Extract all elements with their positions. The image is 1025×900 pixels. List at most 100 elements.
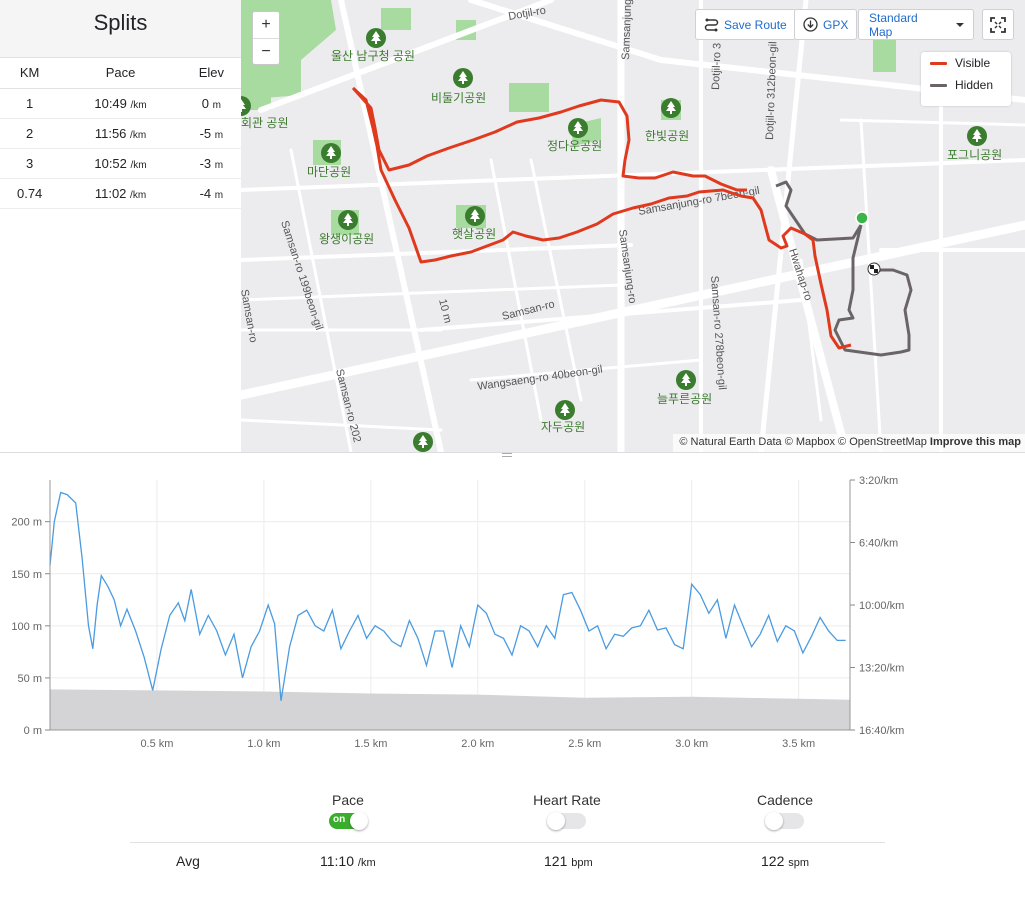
avg-cadence-value: 122 — [761, 853, 785, 869]
map-style-label: Standard Map — [869, 10, 918, 39]
stream-label: Pace — [332, 792, 364, 808]
route-visible-segment — [351, 86, 852, 350]
split-pace-value: 11:56 — [94, 125, 127, 141]
avg-pace-unit: /km — [357, 857, 376, 869]
y-right-tick-label: 13:20/km — [859, 663, 904, 675]
zoom-out-button[interactable]: − — [253, 38, 279, 64]
tree-icon — [555, 400, 575, 420]
split-elev-unit: m — [214, 129, 224, 141]
pace-toggle[interactable]: on — [329, 812, 368, 830]
x-tick-label: 3.0 km — [675, 738, 708, 750]
split-pace-unit: /km — [130, 99, 147, 111]
split-pace: 10:52 /km — [59, 148, 182, 179]
avg-heart-rate-value: 121 — [544, 853, 568, 869]
split-elev: 0 m — [181, 88, 241, 119]
split-pace-unit: /km — [130, 189, 147, 201]
y-right-tick-label: 6:40/km — [859, 538, 898, 550]
legend-swatch-hidden — [930, 83, 947, 87]
gpx-download-button[interactable]: GPX — [794, 9, 858, 40]
splits-header-row: KM Pace Elev — [0, 58, 241, 89]
save-route-label: Save Route — [724, 17, 787, 32]
chart-axes: 0.5 km 1.0 km 1.5 km 2.0 km 2.5 km 3.0 km 3.5 … — [11, 475, 904, 750]
legend-label: Visible — [955, 56, 991, 70]
park-label: 비둘기공원 — [431, 91, 486, 105]
tree-icon — [676, 370, 696, 390]
split-elev-value: -5 — [199, 125, 212, 141]
stream-cadence: Cadence — [715, 792, 855, 830]
download-icon — [803, 17, 818, 32]
park-label: 자두공원 — [541, 420, 585, 434]
finish-flag-icon — [867, 262, 881, 276]
avg-heart-rate-unit: bpm — [571, 857, 593, 869]
pace-elevation-chart[interactable]: 0.5 km 1.0 km 1.5 km 2.0 km 2.5 km 3.0 km 3.5 … — [0, 470, 1025, 755]
x-tick-label: 1.0 km — [247, 738, 280, 750]
route-map[interactable]: Dotjil-ro Samsanjung-ro Dotjil-ro 3 Dotj… — [241, 0, 1025, 452]
split-km: 0.74 — [0, 178, 60, 209]
chevron-down-icon — [956, 22, 965, 27]
split-elev-unit: m — [212, 99, 221, 111]
road-label: Wangsaeng-ro 40beon-gil — [477, 364, 604, 393]
split-row: 3 10:52 /km -3 m — [0, 148, 241, 179]
tree-icon — [413, 432, 433, 452]
x-tick-label: 0.5 km — [140, 738, 173, 750]
split-row: 0.74 11:02 /km -4 m — [0, 178, 241, 209]
split-row: 2 11:56 /km -5 m — [0, 118, 241, 149]
y-right-tick-label: 3:20/km — [859, 475, 898, 487]
split-pace-unit: /km — [130, 159, 147, 171]
split-elev-value: -4 — [199, 185, 212, 201]
averages-row: Avg 11:10 /km 121 bpm 122 spm — [130, 842, 885, 880]
split-km: 3 — [0, 148, 60, 179]
tree-icon — [967, 126, 987, 146]
heart-rate-toggle[interactable] — [547, 812, 586, 830]
park-label: 햇살공원 — [452, 226, 496, 241]
save-route-button[interactable]: Save Route — [695, 9, 796, 40]
stream-toggles: Pace on Heart Rate Cadence Avg 11:10 /km… — [130, 792, 885, 892]
legend-swatch-visible — [930, 61, 947, 65]
tree-icon — [321, 143, 341, 163]
tree-icon — [568, 118, 588, 138]
tree-icon — [465, 206, 485, 226]
map-style-select[interactable]: Standard Map — [858, 9, 974, 40]
splits-table: KM Pace Elev 1 10:49 /km 0 m 2 11:56 /km… — [0, 58, 241, 209]
toggle-knob — [765, 812, 783, 830]
split-pace: 11:56 /km — [59, 118, 182, 149]
legend-item-visible: Visible — [921, 52, 1011, 74]
stream-label: Cadence — [756, 792, 814, 808]
route-legend: Visible Hidden — [921, 52, 1011, 106]
park-label: 포그니공원 — [947, 148, 1002, 162]
route-icon — [704, 18, 719, 31]
avg-pace: 11:10 /km — [320, 853, 376, 869]
tree-icon — [338, 210, 358, 230]
attribution-text[interactable]: © Natural Earth Data © Mapbox © OpenStre… — [679, 436, 927, 448]
split-elev: -4 m — [181, 178, 241, 209]
split-km: 2 — [0, 118, 60, 149]
split-row: 1 10:49 /km 0 m — [0, 88, 241, 119]
fullscreen-button[interactable] — [982, 9, 1014, 40]
toggle-knob — [350, 812, 368, 830]
y-tick-label: 200 m — [11, 517, 42, 529]
zoom-in-button[interactable]: + — [261, 16, 271, 33]
column-header-km: KM — [0, 58, 60, 89]
panel-resize-handle[interactable] — [0, 452, 1025, 460]
y-tick-label: 150 m — [11, 569, 42, 581]
map-attribution: © Natural Earth Data © Mapbox © OpenStre… — [673, 434, 1025, 452]
start-marker — [855, 211, 869, 225]
y-tick-label: 100 m — [11, 621, 42, 633]
legend-item-hidden: Hidden — [921, 74, 1011, 96]
cadence-toggle[interactable] — [765, 812, 804, 830]
stream-pace: Pace on — [278, 792, 418, 830]
x-tick-label: 3.5 km — [782, 738, 815, 750]
park-label: 회관 공원 — [241, 116, 289, 130]
avg-cadence: 122 spm — [761, 853, 809, 869]
park-label: 한빛공원 — [645, 129, 689, 143]
park-label: 정다운공원 — [547, 139, 602, 153]
map-canvas[interactable]: Dotjil-ro Samsanjung-ro Dotjil-ro 3 Dotj… — [241, 0, 1025, 452]
drag-handle-icon — [502, 453, 512, 457]
road-label: Samsanjung-ro — [620, 0, 635, 60]
park-label: 마단공원 — [307, 165, 351, 179]
improve-map-link[interactable]: Improve this map — [929, 436, 1021, 448]
split-elev-value: -3 — [199, 155, 212, 171]
splits-title: Splits — [0, 0, 241, 58]
avg-heart-rate: 121 bpm — [544, 853, 593, 869]
legend-label: Hidden — [955, 78, 994, 92]
